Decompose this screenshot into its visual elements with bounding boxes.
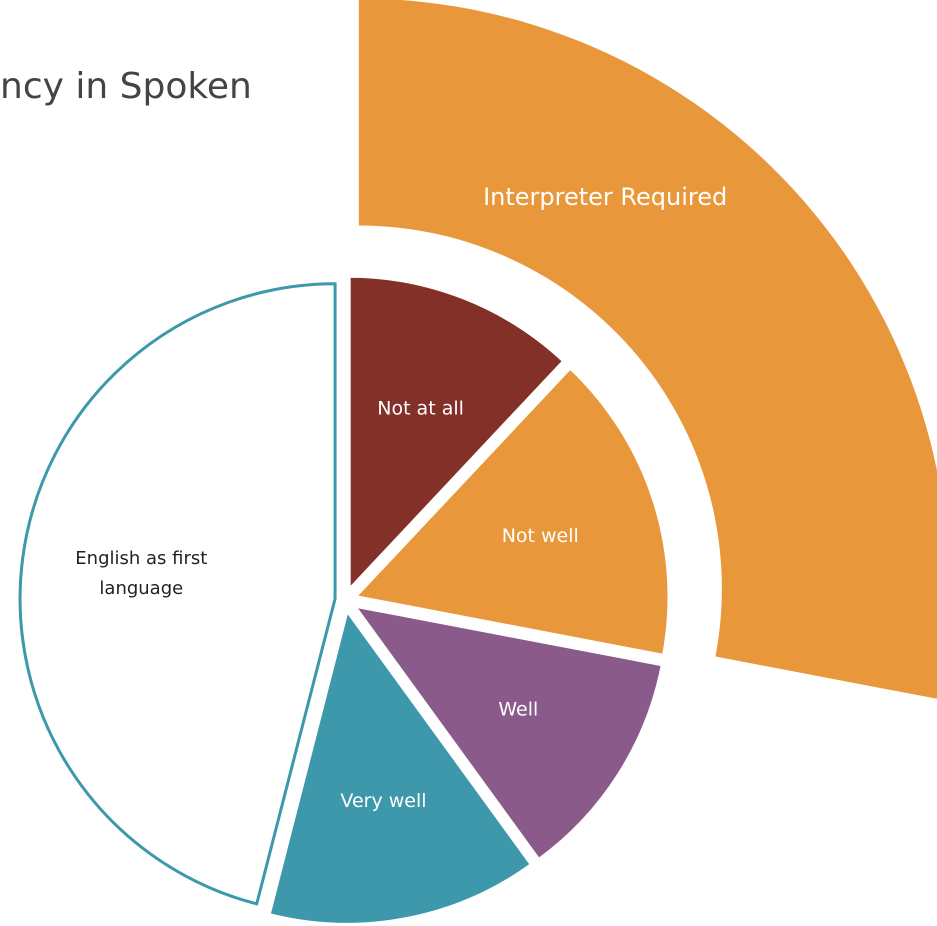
pie-slice — [350, 364, 672, 659]
pie-slice — [18, 282, 337, 906]
chart-title: ncy in Spoken — [0, 66, 252, 107]
slice-label: Not well — [502, 525, 579, 547]
slice-label: English as first language — [75, 548, 208, 600]
pie-slice — [348, 602, 666, 863]
pie-slice — [346, 273, 568, 596]
pie-slice — [266, 605, 535, 926]
slice-label: Not at all — [377, 398, 464, 420]
ring-label: Interpreter Required — [483, 183, 727, 211]
slice-label: Very well — [340, 790, 426, 812]
outer-ring — [358, 0, 937, 699]
slice-label: Well — [498, 699, 538, 721]
